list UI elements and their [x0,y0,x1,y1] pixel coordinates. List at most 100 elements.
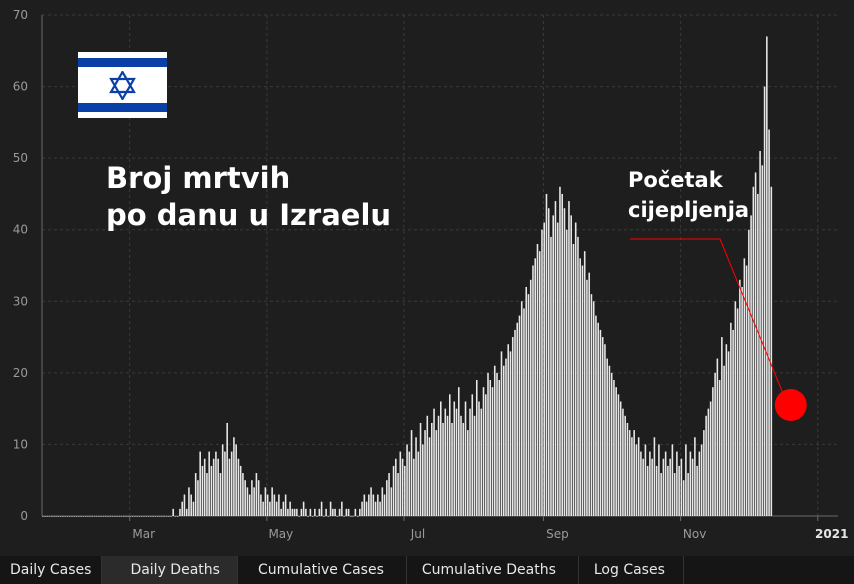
bar [673,473,676,516]
bar [770,186,773,516]
bar [556,222,559,517]
bar [75,516,78,517]
bar [305,508,307,516]
bar [471,394,474,516]
bar [64,516,67,517]
bar [347,508,350,516]
bar [201,465,204,516]
bar [341,501,343,516]
bar [682,480,685,516]
bar [554,201,557,517]
bar [574,222,577,517]
bar [730,322,732,516]
bar [496,372,498,516]
bar [179,508,181,516]
x-tick-label: Nov [683,527,706,541]
bar [406,444,408,516]
bar [723,365,725,516]
tab-log-cases[interactable]: Log Cases [578,556,684,584]
bar [392,465,395,516]
vaccination-pointer-line [630,238,784,394]
bar [640,451,642,516]
bar [48,516,51,517]
bar [145,516,148,517]
bar [395,458,397,516]
bar [509,351,512,516]
bar [248,494,251,516]
bar [493,365,496,516]
bar [633,430,635,516]
bar [129,516,132,517]
bar [446,415,449,516]
bar [172,508,174,516]
bar [500,351,503,516]
bar [399,451,402,516]
bar [703,430,705,516]
bar [140,516,143,517]
bar [768,129,770,516]
bar [696,465,698,516]
bar [712,387,714,516]
bar [754,172,757,516]
bar [219,473,222,516]
bar [152,516,154,517]
bar [424,430,426,516]
bar [671,444,674,516]
bar [374,501,377,516]
bar [113,516,116,517]
bar [122,516,125,517]
bar [203,458,206,516]
bar [763,86,766,517]
bar [318,508,321,516]
bar [721,337,723,516]
bar [617,394,620,516]
bar [77,516,80,517]
bar [610,372,613,516]
bar [185,508,188,516]
bar [559,186,561,516]
tab-cumulative-cases[interactable]: Cumulative Cases [237,556,407,584]
bar [120,516,123,517]
tab-cumulative-deaths[interactable]: Cumulative Deaths [406,556,579,584]
bar [624,415,626,516]
bar [350,516,352,517]
bar [417,451,420,516]
bar [134,516,136,517]
bar [579,258,581,516]
bar [464,401,467,516]
bar [442,422,444,516]
bar [235,444,237,516]
bar [460,415,462,516]
flag-bottom-stripe [78,103,167,112]
bar [457,387,460,516]
bar [705,415,707,516]
bar [550,236,552,516]
bar [368,494,370,516]
bar [361,501,363,516]
bar [147,516,150,517]
bar [192,501,195,516]
bar [718,380,721,516]
bar [102,516,105,517]
bar [343,516,345,517]
bar [311,516,314,517]
tab-daily-deaths[interactable]: Daily Deaths [102,556,238,584]
bar [386,480,388,516]
bar [422,444,424,516]
bar [761,165,764,517]
bar [381,487,384,516]
bar [478,401,480,516]
bar [161,516,163,517]
bar [372,494,375,516]
bar [725,344,728,516]
bar [296,508,298,516]
bar [352,516,354,517]
tab-daily-cases[interactable]: Daily Cases [0,556,103,584]
bar [410,430,413,516]
bar [615,387,617,516]
bar [266,494,269,516]
bar [727,351,730,516]
bar [644,444,647,516]
bar [59,516,62,517]
bar [302,501,305,516]
